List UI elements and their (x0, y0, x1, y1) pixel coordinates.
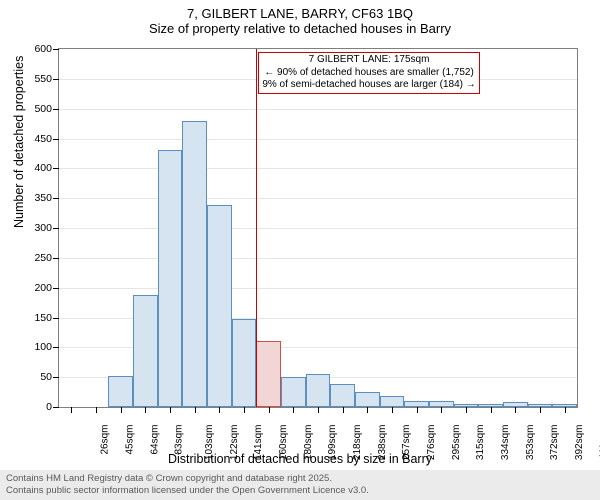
x-tick (219, 407, 220, 413)
x-tick (417, 407, 418, 413)
x-tick-label: 45sqm (125, 425, 136, 455)
gridline (59, 258, 577, 259)
attribution-footer: Contains HM Land Registry data © Crown c… (0, 470, 600, 500)
x-tick (515, 407, 516, 413)
histogram-bar (355, 392, 380, 407)
annotation-line2: ← 90% of detached houses are smaller (1,… (262, 67, 475, 80)
histogram-bar (158, 150, 183, 407)
chart-title-line1: 7, GILBERT LANE, BARRY, CF63 1BQ (0, 6, 600, 21)
y-tick (53, 288, 59, 289)
x-tick-label: 64sqm (149, 425, 160, 455)
histogram-bar (306, 374, 331, 407)
histogram-bar (330, 384, 355, 407)
chart-area: 05010015020025030035040045050055060026sq… (58, 48, 578, 408)
y-tick-label: 0 (46, 401, 52, 413)
y-tick-label: 450 (34, 133, 52, 145)
x-tick (367, 407, 368, 413)
y-tick-label: 400 (34, 162, 52, 174)
x-tick (318, 407, 319, 413)
x-tick (392, 407, 393, 413)
chart-title-line2: Size of property relative to detached ho… (0, 21, 600, 36)
histogram-bar-highlight (256, 341, 281, 407)
x-tick (71, 407, 72, 413)
x-tick-label: 83sqm (174, 425, 185, 455)
y-tick-label: 550 (34, 73, 52, 85)
x-tick (145, 407, 146, 413)
gridline (59, 168, 577, 169)
x-tick (441, 407, 442, 413)
y-tick (53, 49, 59, 50)
y-tick (53, 168, 59, 169)
histogram-bar (380, 396, 405, 407)
histogram-bar (108, 376, 133, 407)
x-tick (121, 407, 122, 413)
annotation-line1: 7 GILBERT LANE: 175sqm (262, 54, 475, 67)
y-tick-label: 500 (34, 103, 52, 115)
y-tick (53, 198, 59, 199)
plot-region: 05010015020025030035040045050055060026sq… (58, 48, 578, 408)
x-tick (244, 407, 245, 413)
histogram-bar (207, 205, 232, 407)
x-tick (96, 407, 97, 413)
y-tick (53, 407, 59, 408)
x-tick (491, 407, 492, 413)
histogram-bar (281, 377, 306, 407)
gridline (59, 198, 577, 199)
y-tick (53, 347, 59, 348)
chart-title-block: 7, GILBERT LANE, BARRY, CF63 1BQ Size of… (0, 0, 600, 36)
y-tick-label: 200 (34, 282, 52, 294)
x-tick (195, 407, 196, 413)
y-tick (53, 109, 59, 110)
gridline (59, 139, 577, 140)
y-tick-label: 250 (34, 252, 52, 264)
y-tick (53, 139, 59, 140)
x-tick (466, 407, 467, 413)
y-tick-label: 300 (34, 222, 52, 234)
y-axis-label: Number of detached properties (12, 56, 26, 228)
gridline (59, 109, 577, 110)
attribution-line1: Contains HM Land Registry data © Crown c… (6, 473, 594, 485)
reference-line (256, 49, 257, 407)
y-tick (53, 377, 59, 378)
attribution-line2: Contains public sector information licen… (6, 485, 594, 497)
x-tick (293, 407, 294, 413)
histogram-bar (133, 295, 158, 407)
x-tick (269, 407, 270, 413)
x-tick (343, 407, 344, 413)
x-tick (565, 407, 566, 413)
y-tick (53, 228, 59, 229)
y-tick (53, 318, 59, 319)
histogram-bar (232, 319, 257, 407)
y-tick (53, 79, 59, 80)
x-tick (540, 407, 541, 413)
x-tick-label: 26sqm (100, 425, 111, 455)
x-axis-label: Distribution of detached houses by size … (0, 452, 600, 466)
y-tick-label: 150 (34, 312, 52, 324)
annotation-line3: 9% of semi-detached houses are larger (1… (262, 79, 475, 92)
histogram-bar (182, 121, 207, 407)
gridline (59, 288, 577, 289)
y-tick (53, 258, 59, 259)
x-tick (170, 407, 171, 413)
y-tick-label: 100 (34, 341, 52, 353)
y-tick-label: 600 (34, 43, 52, 55)
y-tick-label: 50 (40, 371, 52, 383)
y-tick-label: 350 (34, 192, 52, 204)
gridline (59, 228, 577, 229)
annotation-box: 7 GILBERT LANE: 175sqm← 90% of detached … (258, 52, 479, 94)
